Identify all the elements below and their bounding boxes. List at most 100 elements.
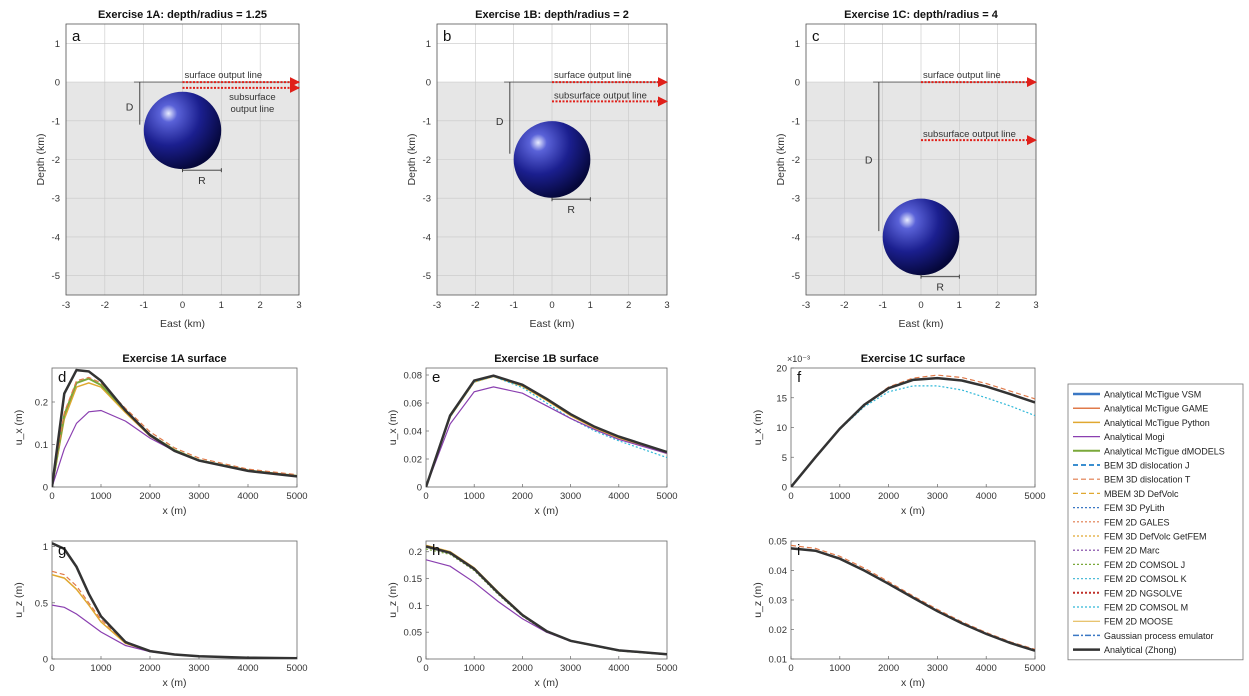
legend-label: FEM 2D NGSOLVE [1104,588,1182,598]
x-axis-label: x (m) [901,677,925,689]
radius-label: R [567,204,575,216]
y-axis-label: u_z (m) [752,582,764,618]
geometry-panel-c: Exercise 1C: depth/radius = 4 -3 -2 -1 0 1 2 3 1… [775,9,1039,330]
y-axis-label: Depth (km) [35,134,47,186]
y-tick-label: 0.02 [769,625,788,636]
x-tick-label: 5000 [656,491,677,502]
subsurface-output-label: output line [230,104,274,115]
y-tick-label: -1 [423,116,431,127]
x-tick-label: 3000 [927,491,948,502]
x-tick-label: 2 [258,300,263,311]
x-tick-label: 5000 [286,663,307,674]
x-tick-label: 1000 [90,491,111,502]
plot-title: Exercise 1B surface [494,353,599,365]
x-tick-label: 2000 [139,663,160,674]
subsurface-output-label: subsurface output line [923,129,1016,140]
legend-label: FEM 2D COMSOL K [1104,574,1187,584]
y-tick-label: 0 [55,78,60,89]
y-tick-label: 0.1 [35,440,48,451]
y-tick-label: 0.02 [404,455,423,466]
y-tick-label: -4 [52,232,60,243]
x-tick-label: 1000 [829,491,850,502]
depth-label: D [496,116,504,128]
x-axis-label: x (m) [535,505,559,517]
x-tick-label: 2000 [512,663,533,674]
y-tick-label: -4 [423,232,431,243]
plot-panel-f: Exercise 1C surface 0 1000 2000 3000 4000 5000… [752,353,1046,517]
depth-label: D [865,155,873,167]
panel-title: Exercise 1C: depth/radius = 4 [844,9,999,21]
x-axis-label: East (km) [530,318,575,330]
series-line [426,374,667,487]
legend-label: FEM 2D MOOSE [1104,617,1173,627]
x-axis-label: East (km) [160,318,205,330]
magma-chamber-sphere [882,198,960,276]
y-tick-label: 0 [43,655,48,666]
x-tick-label: 0 [180,300,185,311]
axes-box [805,23,1037,296]
plot-panel-i: 0 1000 2000 3000 4000 5000 0.01 0.02 0.03 0.04 0.0… [752,537,1046,690]
surface-output-label: surface output line [185,70,263,81]
y-tick-label: 0.2 [409,547,422,558]
y-tick-label: 1 [426,39,431,50]
series-line [791,547,1035,652]
plot-axes-box [425,540,668,660]
x-tick-label: 1 [957,300,962,311]
series-line [791,374,1035,487]
legend-label: Analytical Mogi [1104,432,1165,442]
x-tick-label: 3000 [188,491,209,502]
panel-letter: h [432,542,440,559]
x-axis-label: East (km) [899,318,944,330]
plot-panel-g: 0 1000 2000 3000 4000 5000 0 0.5 1 x (m) u_z (m) g [13,540,308,689]
x-tick-label: 4000 [608,663,629,674]
depth-label: D [126,101,134,113]
x-tick-label: 0 [918,300,923,311]
panel-letter: g [58,542,66,559]
series-line [426,375,667,487]
x-tick-label: 5000 [1024,491,1045,502]
y-axis-label: Depth (km) [406,134,418,186]
x-tick-label: 0 [423,491,428,502]
x-tick-label: 0 [788,491,793,502]
x-tick-label: 3 [296,300,301,311]
y-tick-label: 0 [417,483,422,494]
y-tick-label: -2 [52,155,60,166]
legend-label: FEM 3D DefVolc GetFEM [1104,532,1207,542]
plot-axes-box [425,367,668,488]
x-tick-label: 2 [995,300,1000,311]
legend-label: Analytical (Zhong) [1104,645,1177,655]
plot-panel-h: 0 1000 2000 3000 4000 5000 0 0.05 0.1 0.15 0.2 x (m… [387,540,678,689]
plot-panel-e: Exercise 1B surface 0 1000 2000 3000 4000 5000… [387,353,678,517]
x-tick-label: 4000 [237,663,258,674]
series-line [52,368,297,487]
x-tick-label: 3000 [560,491,581,502]
y-axis-label: u_x (m) [752,410,764,446]
y-tick-label: 0.05 [769,537,788,548]
radius-label: R [936,282,944,294]
x-tick-label: -1 [509,300,517,311]
y-tick-label: 15 [776,393,787,404]
y-tick-label: 0.06 [404,399,423,410]
y-tick-label: 0 [43,483,48,494]
series-line [426,545,667,656]
x-tick-label: 1 [219,300,224,311]
panel-letter: c [812,28,820,45]
x-tick-label: -3 [433,300,441,311]
y-tick-label: 0.04 [404,427,423,438]
y-tick-label: 0.05 [404,628,423,639]
legend-label: FEM 2D Marc [1104,546,1160,556]
plot-axes-box [51,367,298,488]
y-tick-label: 0.04 [769,566,788,577]
x-tick-label: -2 [101,300,109,311]
surface-output-label: surface output line [554,70,632,81]
plot-panel-d: Exercise 1A surface 0 1000 2000 3000 4000 5000… [13,353,308,517]
y-tick-label: 20 [776,364,787,375]
y-tick-label: -3 [792,194,800,205]
plot-title: Exercise 1A surface [122,353,226,365]
y-tick-label: -2 [423,155,431,166]
y-tick-label: 0.2 [35,398,48,409]
x-tick-label: 4000 [976,663,997,674]
legend-label: Gaussian process emulator [1104,631,1214,641]
y-tick-label: -5 [423,271,431,282]
